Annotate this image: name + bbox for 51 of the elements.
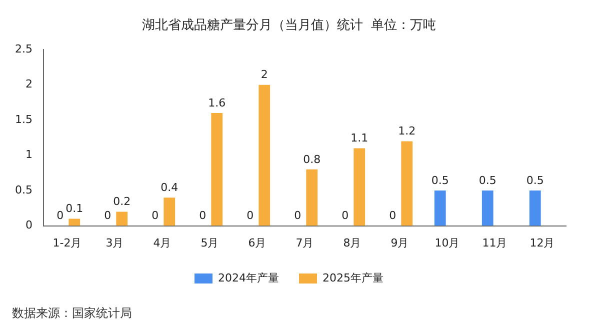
bar — [68, 218, 80, 226]
data-label: 0 — [56, 209, 64, 222]
data-label: 1.2 — [398, 124, 416, 138]
x-tick-label: 7月 — [296, 236, 314, 250]
data-label: 1.6 — [208, 96, 226, 110]
y-tick-label: 0 — [25, 218, 32, 232]
data-label: 0.8 — [303, 152, 321, 166]
data-label: 0.5 — [431, 174, 449, 187]
x-tick-label: 3月 — [106, 236, 124, 250]
x-tick-label: 5月 — [200, 236, 219, 250]
data-label: 0 — [389, 209, 396, 222]
data-label: 0 — [294, 209, 302, 222]
bar — [164, 198, 176, 226]
bar — [258, 84, 270, 226]
x-tick-label: 9月 — [390, 236, 409, 250]
bar — [116, 212, 128, 226]
data-label: 2 — [260, 68, 268, 82]
x-tick-label: 10月 — [434, 236, 460, 250]
x-tick-label: 12月 — [530, 236, 555, 250]
bar — [211, 113, 223, 226]
data-label: 0.5 — [526, 174, 544, 187]
y-tick-label: 2.5 — [14, 42, 32, 56]
data-label: 1.1 — [350, 132, 368, 145]
y-tick-label: 0.5 — [14, 183, 32, 196]
x-tick-label: 4月 — [153, 236, 172, 250]
chart-title: 湖北省成品糖产量分月（当月值）统计 单位：万吨 — [142, 18, 436, 34]
bar — [482, 190, 494, 226]
bar — [401, 141, 413, 226]
data-label: 0 — [152, 209, 159, 222]
source-note: 数据来源：国家统计局 — [12, 306, 132, 320]
data-label: 0.5 — [478, 174, 496, 187]
bar — [529, 190, 541, 226]
data-label: 0.4 — [160, 180, 178, 194]
legend-label: 2024年产量 — [218, 271, 280, 284]
y-tick-label: 1 — [25, 148, 32, 162]
legend-label: 2025年产量 — [322, 271, 384, 284]
bar — [306, 169, 318, 226]
x-tick-label: 8月 — [343, 236, 362, 250]
data-label: 0 — [342, 209, 349, 222]
bar — [434, 190, 446, 226]
x-tick-label: 6月 — [248, 236, 266, 250]
data-label: 0 — [104, 209, 112, 222]
data-label: 0.2 — [113, 195, 131, 208]
bar — [354, 148, 366, 226]
data-label: 0 — [246, 209, 254, 222]
x-tick-label: 1-2月 — [52, 236, 82, 250]
data-label: 0 — [199, 209, 206, 222]
x-tick-label: 11月 — [482, 236, 508, 250]
y-tick-label: 1.5 — [14, 112, 32, 126]
y-tick-label: 2 — [25, 78, 32, 91]
data-label: 0.1 — [66, 202, 84, 216]
